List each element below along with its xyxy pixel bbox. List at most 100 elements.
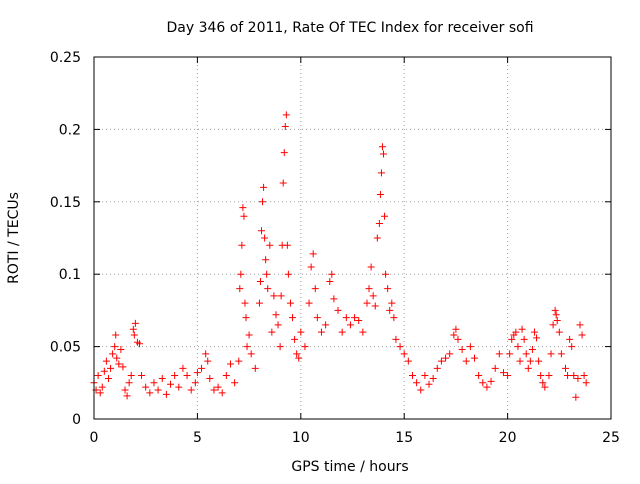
data-point xyxy=(330,295,338,303)
data-point xyxy=(541,383,549,391)
data-point xyxy=(371,302,379,310)
data-point xyxy=(286,299,294,307)
data-point xyxy=(533,334,541,342)
data-point xyxy=(305,299,313,307)
data-point xyxy=(413,379,421,387)
data-point xyxy=(236,285,244,293)
data-point xyxy=(313,314,321,322)
data-point xyxy=(537,372,545,380)
data-point xyxy=(514,343,522,351)
data-point xyxy=(191,379,199,387)
x-tick-label: 25 xyxy=(602,430,620,446)
data-point xyxy=(375,220,383,228)
data-point xyxy=(121,386,129,394)
y-tick-label: 0 xyxy=(72,412,81,428)
data-point xyxy=(382,270,390,278)
data-point xyxy=(154,386,162,394)
data-point xyxy=(272,311,280,319)
data-point xyxy=(377,169,385,177)
data-point xyxy=(255,299,263,307)
data-point xyxy=(276,343,284,351)
data-point xyxy=(193,369,201,377)
data-point xyxy=(240,212,248,220)
data-point xyxy=(279,179,287,187)
data-point xyxy=(102,357,110,365)
data-point xyxy=(396,343,404,351)
data-point xyxy=(545,372,553,380)
data-point xyxy=(239,204,247,212)
data-point xyxy=(289,314,297,322)
x-tick-label: 20 xyxy=(499,430,517,446)
data-point xyxy=(291,335,299,343)
data-point xyxy=(495,350,503,358)
data-point xyxy=(123,392,131,400)
data-point xyxy=(109,350,117,358)
y-tick-label: 0.1 xyxy=(59,267,81,283)
plot-frame xyxy=(93,56,612,420)
data-point xyxy=(437,357,445,365)
data-point xyxy=(135,340,143,348)
data-point xyxy=(241,299,249,307)
data-point xyxy=(277,292,285,300)
data-point xyxy=(328,270,336,278)
data-point xyxy=(508,335,516,343)
data-point xyxy=(487,377,495,385)
data-point xyxy=(206,374,214,382)
data-point xyxy=(475,372,483,380)
data-point xyxy=(311,285,319,293)
data-point xyxy=(247,350,255,358)
data-point xyxy=(150,379,158,387)
data-point xyxy=(568,343,576,351)
data-point xyxy=(506,350,514,358)
data-point xyxy=(218,389,226,397)
data-point xyxy=(260,183,268,191)
data-point xyxy=(574,374,582,382)
data-point xyxy=(202,350,210,358)
data-point xyxy=(274,321,282,329)
data-point xyxy=(566,335,574,343)
data-point xyxy=(380,150,388,158)
data-point xyxy=(390,314,398,322)
data-point xyxy=(342,314,350,322)
data-point xyxy=(130,331,138,339)
data-point xyxy=(334,306,342,314)
data-point xyxy=(404,357,412,365)
data-point xyxy=(283,241,291,249)
data-point xyxy=(317,328,325,336)
data-point xyxy=(512,328,520,336)
data-point xyxy=(104,374,112,382)
data-point xyxy=(270,292,278,300)
data-point xyxy=(222,372,230,380)
data-point xyxy=(471,354,479,362)
x-tick-label: 10 xyxy=(292,430,310,446)
data-point xyxy=(373,234,381,242)
data-point xyxy=(280,149,288,157)
data-point xyxy=(226,360,234,368)
data-point xyxy=(284,270,292,278)
y-tick-label: 0.15 xyxy=(50,195,81,211)
data-point xyxy=(355,317,363,325)
data-point xyxy=(524,364,532,372)
data-point xyxy=(359,328,367,336)
y-tick-label: 0.25 xyxy=(50,50,81,66)
data-point xyxy=(238,241,246,249)
data-point xyxy=(458,345,466,353)
x-axis-label: GPS time / hours xyxy=(291,459,408,475)
data-point xyxy=(338,328,346,336)
data-point xyxy=(237,270,245,278)
data-point xyxy=(520,335,528,343)
data-point xyxy=(526,357,534,365)
data-point xyxy=(251,364,259,372)
data-point xyxy=(183,372,191,380)
data-point xyxy=(146,389,154,397)
data-point xyxy=(499,369,507,377)
data-point xyxy=(125,379,133,387)
data-point xyxy=(446,350,454,358)
data-point xyxy=(504,372,512,380)
data-point xyxy=(576,321,584,329)
data-point xyxy=(578,331,586,339)
data-point xyxy=(582,379,590,387)
data-point xyxy=(388,299,396,307)
data-point xyxy=(535,357,543,365)
x-tick-label: 5 xyxy=(193,430,202,446)
